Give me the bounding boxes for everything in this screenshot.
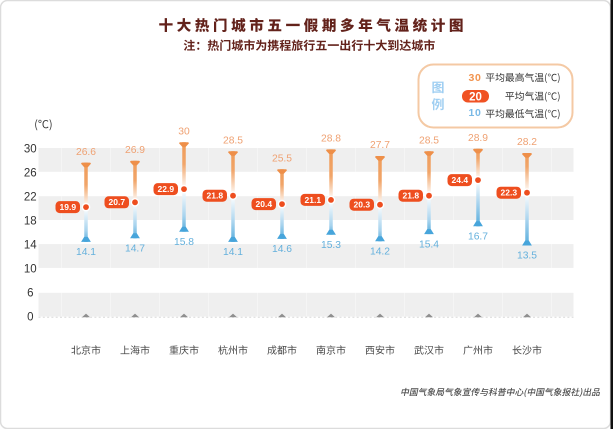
svg-text:19.9: 19.9 — [60, 202, 77, 212]
svg-text:22.9: 22.9 — [158, 184, 175, 194]
svg-text:13.5: 13.5 — [517, 251, 537, 262]
svg-text:30: 30 — [24, 144, 37, 156]
svg-text:16.7: 16.7 — [468, 232, 488, 243]
svg-text:30: 30 — [178, 126, 190, 137]
svg-text:26.6: 26.6 — [76, 147, 96, 158]
svg-text:14.2: 14.2 — [370, 247, 390, 258]
svg-text:15.8: 15.8 — [174, 237, 194, 248]
svg-text:26: 26 — [24, 168, 37, 180]
svg-text:27.7: 27.7 — [370, 140, 390, 151]
svg-text:28.5: 28.5 — [223, 135, 243, 146]
svg-text:15.3: 15.3 — [321, 240, 341, 251]
svg-text:24.4: 24.4 — [452, 175, 469, 185]
svg-text:14.1: 14.1 — [223, 247, 243, 258]
svg-text:28.2: 28.2 — [517, 137, 537, 148]
svg-text:18: 18 — [24, 216, 37, 228]
svg-text:10: 10 — [24, 264, 37, 276]
svg-text:21.1: 21.1 — [305, 195, 322, 205]
svg-text:20: 20 — [469, 91, 482, 103]
svg-text:25.5: 25.5 — [272, 153, 292, 164]
svg-text:28.9: 28.9 — [468, 133, 488, 144]
svg-text:0: 0 — [27, 312, 33, 324]
svg-text:21.8: 21.8 — [403, 191, 420, 201]
svg-text:21.8: 21.8 — [207, 191, 224, 201]
svg-text:14.6: 14.6 — [272, 244, 292, 255]
svg-text:22: 22 — [24, 192, 37, 204]
svg-text:22.3: 22.3 — [501, 188, 518, 198]
svg-text:14.7: 14.7 — [125, 244, 145, 255]
svg-text:20.4: 20.4 — [256, 199, 273, 209]
svg-text:15.4: 15.4 — [419, 239, 439, 250]
svg-text:30: 30 — [469, 72, 482, 84]
svg-text:20.7: 20.7 — [109, 197, 126, 207]
svg-text:20.3: 20.3 — [354, 200, 371, 210]
svg-text:26.9: 26.9 — [125, 145, 145, 156]
svg-text:28.5: 28.5 — [419, 135, 439, 146]
svg-text:10: 10 — [469, 107, 482, 119]
svg-text:14: 14 — [24, 240, 37, 252]
svg-text:28.8: 28.8 — [321, 134, 341, 145]
svg-text:6: 6 — [27, 288, 33, 300]
svg-text:14.1: 14.1 — [76, 247, 96, 258]
